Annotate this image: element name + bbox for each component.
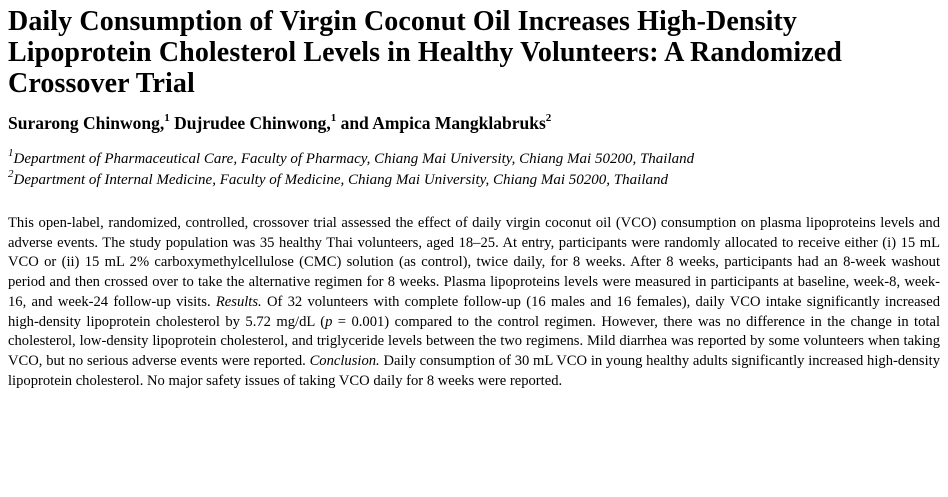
affiliation-list: 1Department of Pharmaceutical Care, Facu…: [8, 147, 940, 191]
author-name: Surarong Chinwong,: [8, 113, 165, 133]
affiliation-marker: 2: [8, 168, 14, 180]
article-header: Daily Consumption of Virgin Coconut Oil …: [8, 6, 940, 406]
article-title: Daily Consumption of Virgin Coconut Oil …: [8, 6, 842, 99]
author-name: and Ampica Mangklabruks: [336, 113, 546, 133]
author-affiliation-marker: 1: [164, 112, 170, 125]
affiliation-item: 2Department of Internal Medicine, Facult…: [8, 168, 940, 191]
author-affiliation-marker: 2: [545, 112, 552, 125]
author-affiliation-marker: 1: [330, 112, 337, 125]
author-name: Dujrudee Chinwong,: [169, 113, 331, 133]
p-value-symbol: p: [325, 313, 333, 330]
abstract-conclusion-label: Conclusion.: [309, 352, 380, 369]
abstract-results-text-continued: = 0.001) compared to the control regimen…: [8, 313, 940, 369]
abstract-results-text: Of 32 volunteers with complete follow-up…: [8, 293, 940, 330]
affiliation-item: 1Department of Pharmaceutical Care, Facu…: [8, 147, 940, 170]
affiliation-marker: 1: [8, 147, 14, 159]
abstract-intro: This open-label, randomized, controlled,…: [8, 215, 940, 310]
author-list: Surarong Chinwong,1 Dujrudee Chinwong,1 …: [8, 112, 940, 134]
abstract: This open-label, randomized, controlled,…: [8, 214, 940, 391]
abstract-results-label: Results.: [215, 293, 262, 310]
affiliation-text: Department of Pharmaceutical Care, Facul…: [13, 151, 695, 167]
affiliation-text: Department of Internal Medicine, Faculty…: [13, 172, 669, 188]
abstract-conclusion-text: Daily consumption of 30 mL VCO in young …: [8, 352, 941, 389]
